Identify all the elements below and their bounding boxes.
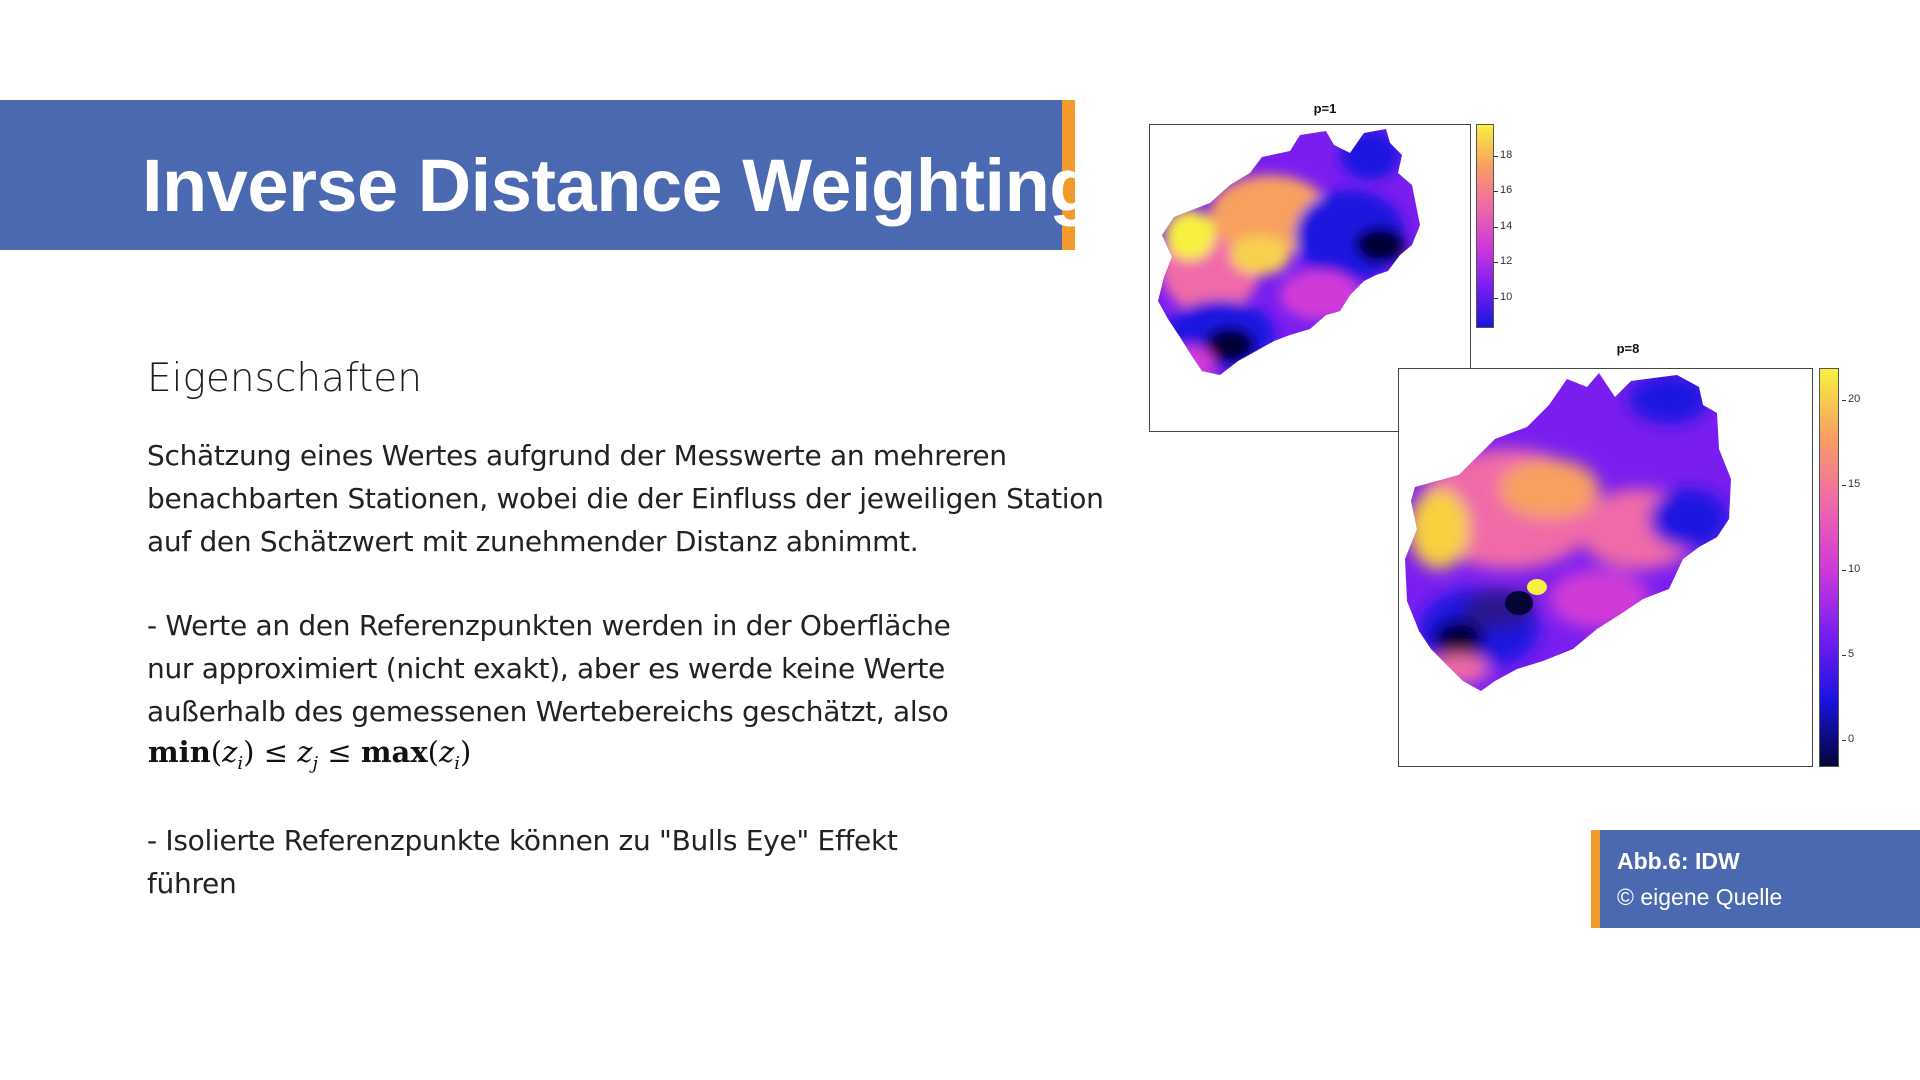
figure-caption-source: © eigene Quelle: [1617, 884, 1783, 910]
bullet-bulls-eye: - Isolierte Referenzpunkte können zu "Bu…: [147, 819, 1107, 905]
colorbar-p8: [1819, 368, 1839, 767]
figure-caption-box: [1591, 830, 1920, 928]
map-raster-p1: [1158, 129, 1420, 375]
colorbar-tick: 12: [1493, 255, 1513, 267]
map-title-p8: p=8: [1616, 341, 1640, 356]
map-frame-p8: [1398, 368, 1813, 767]
paragraph-line: auf den Schätzwert mit zunehmender Dista…: [147, 525, 919, 558]
title-band: [0, 100, 1062, 250]
paragraph-description: Schätzung eines Wertes aufgrund der Mess…: [147, 434, 1107, 563]
colorbar-p1: [1476, 124, 1494, 328]
colorbar-tick: 18: [1493, 149, 1513, 161]
bullet-line: nur approximiert (nicht exakt), aber es …: [147, 652, 945, 685]
bullet-line: führen: [147, 867, 237, 900]
colorbar-tick: 5: [1841, 648, 1855, 660]
map-title-p1: p=1: [1313, 101, 1337, 116]
colorbar-tick: 16: [1493, 184, 1513, 196]
section-heading: Eigenschaften: [147, 356, 423, 401]
bullet-line: außerhalb des gemessenen Wertebereichs g…: [147, 695, 949, 728]
paragraph-line: Schätzung eines Wertes aufgrund der Mess…: [147, 439, 1007, 472]
bullet-approximation: - Werte an den Referenzpunkten werden in…: [147, 604, 1107, 733]
title-accent-bar: [1062, 100, 1075, 250]
colorbar-tick: 0: [1841, 733, 1855, 745]
colorbar-tick: 15: [1841, 478, 1861, 490]
map-frame-p1: [1149, 124, 1471, 432]
figure-caption-label: Abb.6: IDW: [1617, 848, 1740, 874]
formula: min(zi) ≤ zj ≤ max(zi): [148, 735, 472, 774]
bullet-line: - Isolierte Referenzpunkte können zu "Bu…: [147, 824, 898, 857]
colorbar-tick: 10: [1841, 563, 1861, 575]
map-raster-p8: [1405, 373, 1731, 691]
colorbar-tick: 10: [1493, 291, 1513, 303]
colorbar-tick: 14: [1493, 220, 1513, 232]
paragraph-line: benachbarten Stationen, wobei die der Ei…: [147, 482, 1104, 515]
slide-title: Inverse Distance Weighting: [142, 144, 1095, 227]
bullet-line: - Werte an den Referenzpunkten werden in…: [147, 609, 951, 642]
caption-accent-bar: [1591, 830, 1600, 928]
colorbar-tick: 20: [1841, 393, 1861, 405]
